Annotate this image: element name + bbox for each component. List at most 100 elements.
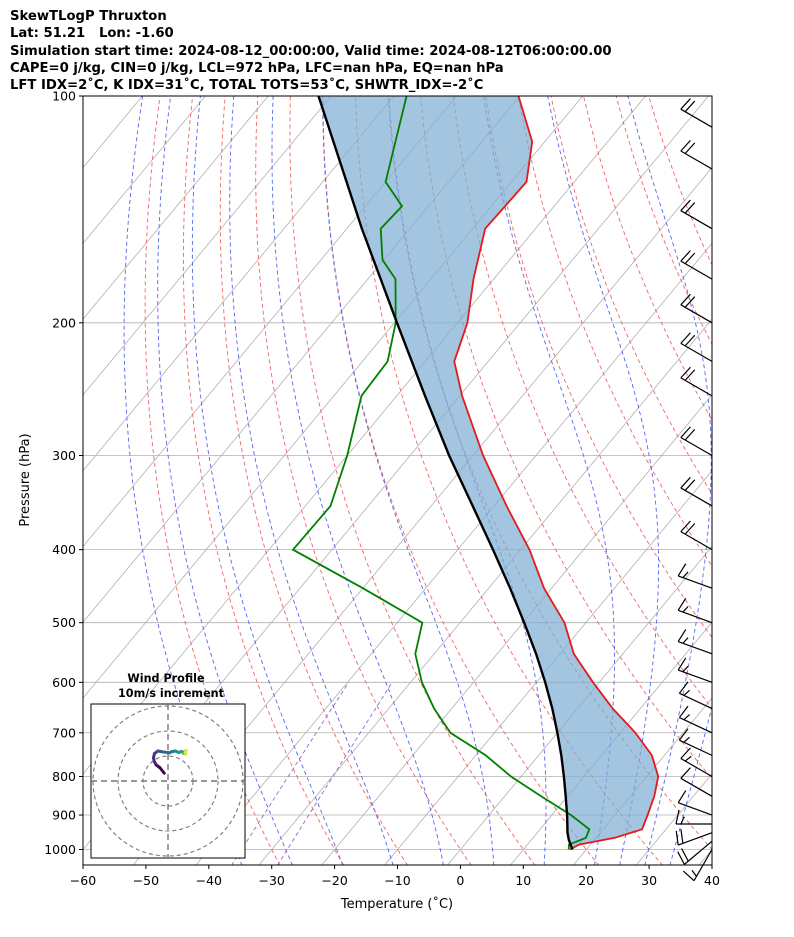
y-tick-label: 400 — [52, 542, 76, 557]
dry-adiabat-line — [485, 96, 712, 639]
wind-barb — [680, 426, 713, 457]
wind-barb — [677, 840, 713, 865]
dry-adiabat-line — [289, 96, 536, 865]
isotherm-line — [572, 697, 712, 865]
hodograph-subtitle: 10m/s increment — [118, 687, 225, 700]
moist-adiabat-line — [229, 96, 394, 865]
moist-adiabat-line — [627, 96, 712, 865]
dry-adiabat-line — [517, 96, 712, 567]
y-tick-label: 800 — [52, 769, 76, 784]
isopleth-lines — [123, 96, 712, 865]
moist-adiabat-line — [547, 96, 659, 865]
y-axis-label: Pressure (hPa) — [18, 433, 33, 526]
moist-adiabat-line — [191, 96, 344, 865]
y-tick-label: 200 — [52, 315, 76, 330]
isotherm-line — [83, 96, 458, 548]
moist-adiabat-line — [483, 96, 615, 865]
x-tick-label: 10 — [515, 873, 531, 888]
wind-barb — [680, 139, 713, 170]
x-tick-label: 0 — [456, 873, 464, 888]
x-tick-label: 40 — [704, 873, 720, 888]
dry-adiabat-line — [648, 96, 712, 266]
wind-barb — [678, 728, 713, 756]
isotherm-line — [698, 848, 712, 865]
wind-barb — [680, 332, 713, 362]
moist-adiabat-line — [388, 96, 547, 865]
isotherm-line — [258, 318, 712, 865]
x-axis-label: Temperature (˚C) — [340, 896, 453, 912]
hodograph-ring — [117, 730, 219, 832]
isotherm-line — [83, 96, 395, 472]
wind-barb — [675, 829, 713, 846]
x-tick-label: −60 — [70, 873, 96, 888]
wind-barb — [675, 809, 712, 825]
hodograph-title: Wind Profile — [127, 672, 205, 685]
x-tick-label: −40 — [196, 873, 222, 888]
mixing-ratio-line — [277, 682, 393, 865]
wind-barb — [680, 747, 713, 777]
wind-barb — [680, 767, 713, 797]
isotherm-line — [384, 470, 712, 865]
x-tick-label: 30 — [641, 873, 657, 888]
x-tick-label: −10 — [384, 873, 410, 888]
isotherm-line — [195, 242, 712, 865]
y-tick-label: 700 — [52, 725, 76, 740]
y-tick-label: 500 — [52, 615, 76, 630]
x-tick-label: −30 — [259, 873, 285, 888]
dry-adiabat-line — [322, 96, 600, 865]
hodograph: Wind Profile 10m/s increment — [90, 672, 246, 859]
profile-lines — [291, 96, 660, 851]
isotherm-line — [447, 545, 712, 865]
stability-line: CAPE=0 j/kg, CIN=0 j/kg, LCL=972 hPa, LF… — [10, 60, 504, 76]
wind-barb — [680, 366, 713, 397]
isotherm-line — [635, 773, 712, 865]
wind-barb — [677, 597, 713, 624]
parcel-line — [317, 96, 574, 850]
indices-line: LFT IDX=2˚C, K IDX=31˚C, TOTAL TOTS=53˚C… — [10, 78, 484, 94]
wind-barb — [680, 250, 713, 280]
wind-barb — [680, 98, 713, 128]
dry-adiabat-line — [144, 96, 281, 865]
moist-adiabat-line — [322, 96, 495, 865]
isotherm-line — [321, 394, 712, 865]
isotherm-line — [0, 96, 17, 866]
chart-title: SkewTLogP Thruxton — [10, 9, 167, 24]
hodograph-segment — [184, 749, 188, 754]
moist-adiabat-line — [157, 96, 293, 865]
axes: −60 −50 −40 −30 −20 −10 0 10 20 30 40 100 200 300 400 5… — [44, 89, 720, 889]
dry-adiabat-line — [255, 96, 472, 865]
dry-adiabat-line — [182, 96, 345, 865]
x-tick-label: −20 — [321, 873, 347, 888]
y-tick-label: 300 — [52, 448, 76, 463]
wind-barb — [677, 657, 713, 683]
y-tick-label: 1000 — [44, 842, 76, 857]
x-tick-label: −50 — [133, 873, 159, 888]
isotherm-line — [509, 621, 712, 865]
wind-barb — [677, 790, 713, 816]
moist-adiabat-line — [669, 705, 712, 865]
y-tick-label: 600 — [52, 675, 76, 690]
isotherm-line — [0, 96, 80, 866]
wind-barb — [680, 199, 713, 230]
temperature-line — [453, 96, 660, 851]
isotherm-line — [83, 96, 269, 320]
y-tick-label: 900 — [52, 808, 76, 823]
wind-barb — [677, 629, 713, 655]
wind-barb — [680, 520, 713, 551]
isotherm-line — [83, 96, 206, 244]
chart-header: SkewTLogP Thruxton Lat: 51.21 Lon: -1.60… — [10, 8, 612, 94]
cape-area — [318, 96, 659, 850]
wind-barb — [680, 293, 713, 324]
wind-barb — [678, 681, 713, 710]
wind-barb — [678, 705, 713, 734]
wind-barbs — [675, 98, 713, 882]
wind-barb — [680, 476, 713, 507]
x-tick-label: 20 — [578, 873, 594, 888]
dry-adiabat-line — [420, 96, 712, 780]
wind-barb — [677, 563, 713, 589]
dry-adiabat-line — [452, 96, 712, 709]
mixing-ratio-line — [231, 682, 350, 865]
cape-fill — [318, 96, 659, 850]
wind-barb — [682, 849, 713, 882]
